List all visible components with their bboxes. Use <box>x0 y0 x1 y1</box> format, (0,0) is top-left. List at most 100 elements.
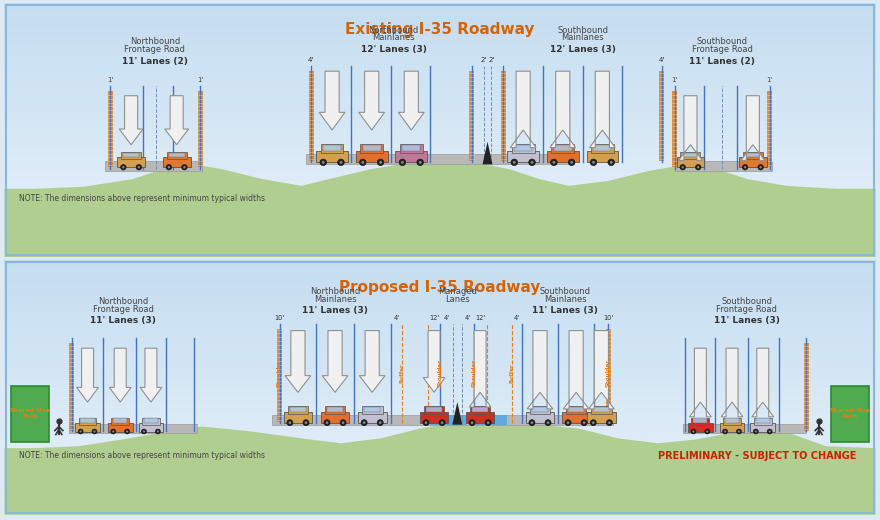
Circle shape <box>724 431 726 433</box>
Bar <box>4 285 876 294</box>
Text: Shoulder: Shoulder <box>471 359 476 387</box>
Circle shape <box>122 166 125 168</box>
Text: 11' Lanes (3): 11' Lanes (3) <box>714 316 780 326</box>
Bar <box>4 260 876 268</box>
Text: Northbound: Northbound <box>369 25 419 34</box>
Bar <box>552 144 574 152</box>
Bar <box>4 489 876 498</box>
Text: NOTE: The dimensions above represent minimum typical widths: NOTE: The dimensions above represent min… <box>19 451 265 461</box>
Text: Southbound: Southbound <box>539 287 590 296</box>
Bar <box>4 181 876 189</box>
Circle shape <box>759 166 762 168</box>
Text: Shoulder: Shoulder <box>605 359 611 387</box>
Polygon shape <box>678 96 702 160</box>
Text: Mainlanes: Mainlanes <box>372 33 414 42</box>
Circle shape <box>181 164 187 170</box>
Bar <box>587 412 616 423</box>
Bar <box>142 418 160 425</box>
Bar <box>78 418 97 425</box>
Bar <box>4 268 876 277</box>
Bar <box>723 418 741 425</box>
Circle shape <box>360 159 366 166</box>
Bar <box>4 164 876 173</box>
Text: 1': 1' <box>107 77 114 83</box>
Bar <box>4 481 876 489</box>
Bar <box>659 71 664 161</box>
Polygon shape <box>563 331 589 409</box>
Circle shape <box>529 159 535 166</box>
Bar <box>4 362 876 370</box>
Circle shape <box>511 159 517 166</box>
Text: Southbound: Southbound <box>697 37 748 46</box>
Bar <box>4 215 876 224</box>
Text: 1': 1' <box>766 77 773 83</box>
Bar <box>739 158 766 167</box>
Circle shape <box>581 420 587 426</box>
Polygon shape <box>590 71 615 148</box>
Circle shape <box>378 420 384 426</box>
Text: Frontage Road: Frontage Road <box>716 305 777 314</box>
Text: Northbound: Northbound <box>98 296 149 306</box>
Bar <box>693 418 708 423</box>
Bar <box>754 418 772 425</box>
Circle shape <box>755 431 757 433</box>
Polygon shape <box>589 331 614 409</box>
Bar <box>163 158 190 167</box>
Circle shape <box>553 161 555 164</box>
Circle shape <box>691 429 696 434</box>
Circle shape <box>166 164 172 170</box>
Text: 4': 4' <box>393 315 400 321</box>
Bar <box>4 498 876 506</box>
Text: 11' Lanes (2): 11' Lanes (2) <box>122 57 187 66</box>
Bar <box>117 158 145 167</box>
Bar <box>4 62 876 71</box>
Circle shape <box>362 161 364 164</box>
Text: Mainlanes: Mainlanes <box>544 295 587 304</box>
Text: Southbound: Southbound <box>557 25 608 34</box>
Text: 2': 2' <box>488 57 495 63</box>
Bar <box>554 145 572 151</box>
Polygon shape <box>510 71 536 148</box>
Circle shape <box>681 166 684 168</box>
Bar <box>751 423 775 432</box>
Polygon shape <box>359 71 385 130</box>
Bar <box>360 144 383 152</box>
Bar <box>121 152 141 160</box>
Bar <box>4 396 876 405</box>
Bar <box>688 423 713 432</box>
Text: Mainlanes: Mainlanes <box>561 33 604 42</box>
Polygon shape <box>752 348 774 417</box>
Circle shape <box>680 164 686 170</box>
Bar <box>675 161 772 171</box>
Circle shape <box>168 166 170 168</box>
Text: Shoulder: Shoulder <box>437 359 443 387</box>
Circle shape <box>608 421 611 424</box>
Bar <box>4 3 876 11</box>
Circle shape <box>401 161 404 164</box>
Bar <box>70 343 74 431</box>
Text: 12': 12' <box>429 315 439 321</box>
Bar <box>4 20 876 28</box>
Bar <box>4 155 876 164</box>
Circle shape <box>743 164 748 170</box>
Bar <box>420 412 449 423</box>
Bar <box>4 311 876 319</box>
Circle shape <box>142 429 146 434</box>
Circle shape <box>79 431 82 433</box>
Text: Buffer: Buffer <box>510 363 515 383</box>
Circle shape <box>125 429 129 434</box>
Bar <box>288 406 308 414</box>
Bar <box>395 151 427 162</box>
Bar <box>683 152 699 158</box>
Bar <box>4 36 876 45</box>
Circle shape <box>487 421 489 424</box>
Bar <box>4 387 876 396</box>
Text: Shared-Use
Path: Shared-Use Path <box>830 409 870 419</box>
Bar <box>169 152 185 158</box>
Circle shape <box>592 421 595 424</box>
Bar <box>756 418 770 423</box>
Text: Shoulder: Shoulder <box>277 359 282 387</box>
Bar <box>725 418 739 423</box>
Bar <box>4 54 876 62</box>
Polygon shape <box>140 348 162 402</box>
